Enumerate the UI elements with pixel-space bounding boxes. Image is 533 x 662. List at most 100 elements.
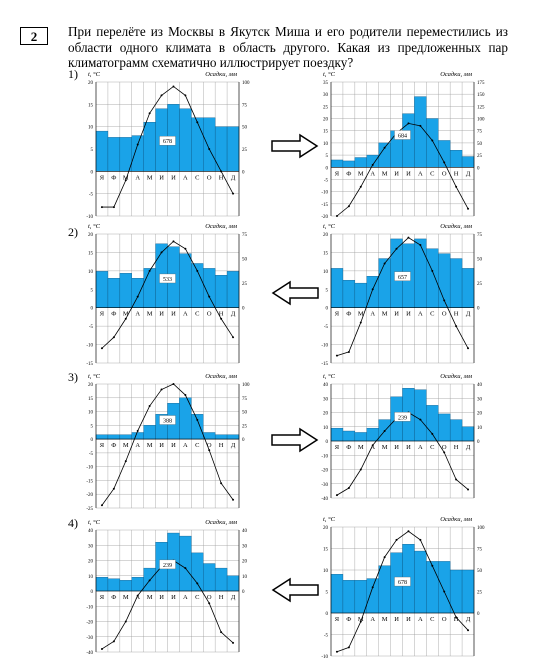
precip-total-label: 657	[398, 275, 407, 281]
precip-total-label: 239	[163, 563, 172, 569]
option-2-label[interactable]: 2)	[68, 225, 78, 239]
month-label: Н	[454, 170, 459, 177]
temperature-point	[419, 538, 422, 541]
temp-axis-label: t, °C	[88, 71, 101, 78]
option-4-label[interactable]: 4)	[68, 516, 78, 530]
temperature-point	[383, 430, 386, 433]
month-label: А	[418, 170, 423, 177]
month-label: Н	[219, 594, 224, 601]
temp-axis-label: t, °C	[88, 373, 101, 380]
option-3-label[interactable]: 3)	[68, 370, 78, 384]
temperature-point	[124, 179, 127, 182]
temperature-point	[184, 567, 187, 570]
precip-tick-label: 40	[242, 529, 248, 534]
month-label: О	[442, 170, 447, 177]
month-label: Ф	[346, 616, 351, 623]
month-label: Д	[466, 444, 471, 451]
temperature-point	[347, 646, 350, 649]
temp-axis-label: t, °C	[323, 71, 336, 78]
precip-tick-label: 25	[242, 148, 248, 153]
precip-tick-label: 50	[242, 126, 248, 131]
temp-tick-label: 5	[91, 424, 94, 429]
temperature-point	[443, 161, 446, 164]
precip-bar	[107, 578, 121, 592]
month-label: М	[358, 616, 364, 623]
precip-total-box	[394, 130, 411, 140]
temperature-point	[359, 620, 362, 623]
precip-tick-label: 0	[242, 590, 245, 595]
temperature-point	[335, 650, 338, 653]
month-label: О	[442, 616, 447, 623]
option-1-label[interactable]: 1)	[68, 67, 78, 81]
month-label: Я	[335, 311, 340, 318]
month-label: Я	[335, 444, 340, 451]
temperature-point	[359, 468, 362, 471]
month-label: С	[430, 616, 434, 623]
precip-bar	[449, 419, 463, 442]
precip-bar	[226, 575, 240, 592]
temperature-point	[148, 405, 151, 408]
precip-tick-label: 25	[242, 424, 248, 429]
temperature-point	[359, 321, 362, 324]
temperature-point	[124, 620, 127, 623]
precip-tick-label: 30	[477, 397, 483, 402]
precip-bar	[438, 413, 451, 442]
temp-tick-label: 10	[88, 411, 94, 416]
temperature-point	[383, 262, 386, 265]
temp-tick-label: 10	[88, 270, 94, 275]
temp-tick-label: 20	[323, 233, 329, 238]
month-label: И	[171, 174, 176, 181]
temperature-point	[407, 122, 410, 125]
temp-tick-label: -15	[321, 203, 328, 208]
precip-bar	[378, 565, 391, 614]
precip-tick-label: 75	[242, 103, 248, 108]
temp-tick-label: 30	[323, 397, 329, 402]
precip-tick-label: 100	[242, 81, 250, 86]
temperature-point	[136, 429, 139, 432]
temperature-point	[160, 388, 163, 391]
month-label: Ф	[346, 170, 351, 177]
month-label: Н	[219, 311, 224, 318]
month-label: А	[370, 311, 375, 318]
precip-tick-label: 150	[477, 93, 485, 98]
precip-bar	[95, 130, 109, 172]
temp-tick-label: 20	[88, 81, 94, 86]
precip-axis-label: Осадки, мм	[440, 71, 472, 78]
month-label: И	[171, 442, 176, 449]
precip-total-label: 388	[163, 419, 172, 425]
temperature-point	[467, 207, 470, 210]
month-label: С	[195, 594, 199, 601]
temp-tick-label: 20	[323, 118, 329, 123]
temp-tick-label: -10	[321, 344, 328, 349]
month-label: И	[159, 442, 164, 449]
month-label: Ф	[111, 311, 116, 318]
precip-bar	[330, 159, 344, 168]
temperature-point	[124, 317, 127, 320]
temp-tick-label: 15	[323, 130, 329, 135]
temp-tick-label: -10	[86, 344, 93, 349]
temp-tick-label: 15	[323, 251, 329, 256]
temperature-point	[383, 556, 386, 559]
month-label: Ф	[346, 311, 351, 318]
temperature-point	[208, 148, 211, 150]
temperature-point	[407, 236, 410, 239]
month-label: М	[382, 170, 388, 177]
precip-tick-label: 75	[477, 233, 483, 238]
temperature-point	[455, 185, 458, 188]
month-label: Я	[100, 174, 105, 181]
precip-bar	[95, 271, 109, 308]
month-label: М	[123, 174, 129, 181]
month-label: Ф	[111, 174, 116, 181]
precip-bar	[426, 405, 439, 442]
month-label: И	[394, 444, 399, 451]
month-label: О	[207, 174, 212, 181]
temp-tick-label: -20	[86, 621, 93, 626]
precip-bar	[342, 580, 356, 614]
month-label: А	[183, 311, 188, 318]
temp-tick-label: 10	[88, 575, 94, 580]
temperature-point	[431, 269, 434, 272]
temperature-point	[100, 206, 103, 209]
temp-tick-label: 0	[91, 590, 94, 595]
temperature-point	[220, 170, 223, 173]
precip-bar	[131, 432, 144, 440]
